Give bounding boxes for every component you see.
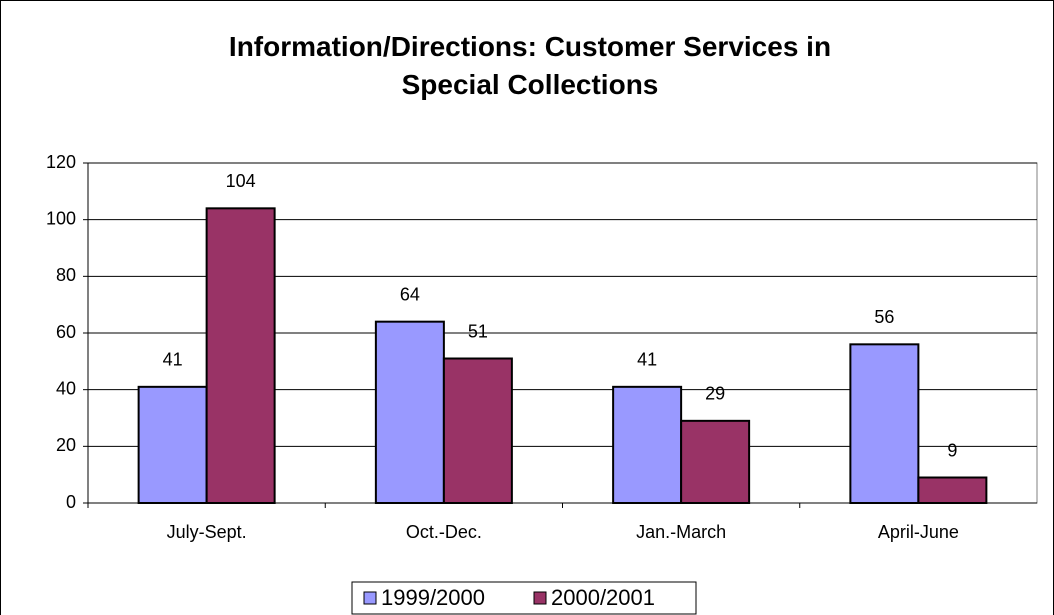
legend-box (351, 581, 697, 615)
legend-label: 2000/2001 (551, 585, 655, 610)
bar (680, 419, 751, 505)
legend-swatch (363, 591, 377, 605)
bar (374, 320, 445, 504)
bar (205, 207, 276, 504)
legend-swatch (533, 591, 547, 605)
bar (612, 385, 683, 505)
data-label: 104 (226, 171, 256, 191)
chart-title: Information/Directions: Customer Service… (228, 31, 832, 100)
y-tick-label: 20 (56, 435, 76, 455)
data-label: 64 (400, 284, 420, 304)
bar (442, 357, 513, 504)
x-tick-label: July-Sept. (167, 522, 247, 542)
data-label: 56 (874, 307, 894, 327)
data-label: 9 (947, 440, 957, 460)
x-tick-label: Oct.-Dec. (406, 522, 482, 542)
bar (849, 343, 920, 505)
data-label: 51 (468, 321, 488, 341)
x-tick-label: Jan.-March (636, 522, 726, 542)
bar (137, 385, 208, 505)
data-label: 41 (163, 350, 183, 370)
y-tick-label: 100 (46, 208, 76, 228)
legend-label: 1999/2000 (381, 585, 485, 610)
bar (917, 476, 988, 504)
y-tick-label: 0 (66, 492, 76, 512)
y-tick-label: 120 (46, 152, 76, 172)
data-label: 29 (705, 384, 725, 404)
y-tick-label: 60 (56, 322, 76, 342)
y-tick-label: 80 (56, 265, 76, 285)
data-label: 41 (637, 350, 657, 370)
y-tick-label: 40 (56, 378, 76, 398)
x-tick-label: April-June (878, 522, 959, 542)
